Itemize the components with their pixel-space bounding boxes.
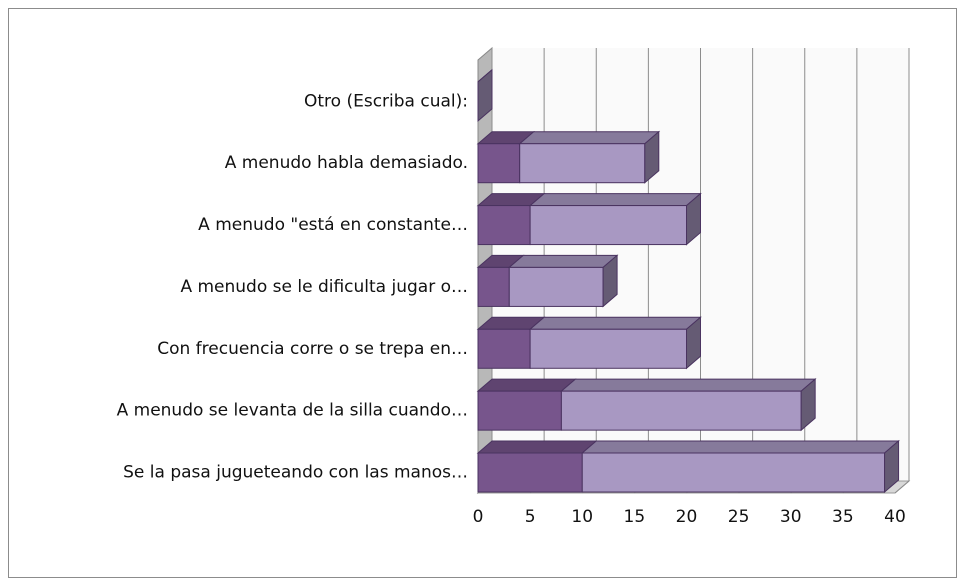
x-tick-label: 25: [728, 507, 750, 527]
floor-grid-line: [894, 480, 910, 494]
bar: [508, 266, 604, 307]
y-tick-label: Con frecuencia corre o se trepa en…: [157, 339, 468, 359]
bar-side: [686, 316, 701, 370]
x-tick-label: 10: [571, 507, 593, 527]
bar-side: [602, 254, 618, 308]
bar: [477, 266, 510, 307]
x-tick-label: 0: [473, 507, 484, 527]
bar: [477, 452, 583, 493]
x-tick-label: 5: [525, 507, 536, 527]
y-tick-label: Otro (Escriba cual):: [304, 91, 468, 111]
bar-top: [528, 316, 702, 330]
x-tick-label: 30: [780, 507, 802, 527]
bar: [529, 205, 687, 246]
bar: [477, 390, 562, 431]
bar-top: [476, 378, 577, 392]
bar: [477, 328, 531, 369]
y-tick-label: A menudo "está en constante…: [198, 215, 468, 235]
bar: [477, 205, 531, 246]
bar-top: [528, 193, 702, 207]
bar-side: [477, 68, 493, 122]
bar-side: [800, 378, 816, 432]
x-tick-label: 35: [832, 507, 854, 527]
bar: [519, 143, 646, 184]
bar: [581, 452, 886, 493]
y-tick-label: A menudo se levanta de la silla cuando…: [117, 401, 468, 421]
bar-top: [476, 440, 598, 454]
bar-top: [507, 254, 619, 268]
bar-side: [884, 439, 900, 494]
bar-side: [686, 192, 701, 246]
y-tick-label: Se la pasa jugueteando con las manos…: [123, 463, 468, 483]
x-tick-label: 20: [676, 507, 698, 527]
bar: [477, 143, 521, 184]
bar: [560, 390, 802, 431]
y-tick-label: A menudo se le dificulta jugar o…: [180, 277, 468, 297]
x-tick-label: 15: [624, 507, 646, 527]
bar-top: [518, 131, 661, 145]
bar-side: [644, 130, 660, 184]
bar: [529, 328, 687, 369]
x-tick-label: 40: [884, 507, 906, 527]
bar-top: [580, 440, 900, 454]
y-tick-label: A menudo habla demasiado.: [225, 153, 468, 173]
bar-top: [560, 378, 817, 392]
